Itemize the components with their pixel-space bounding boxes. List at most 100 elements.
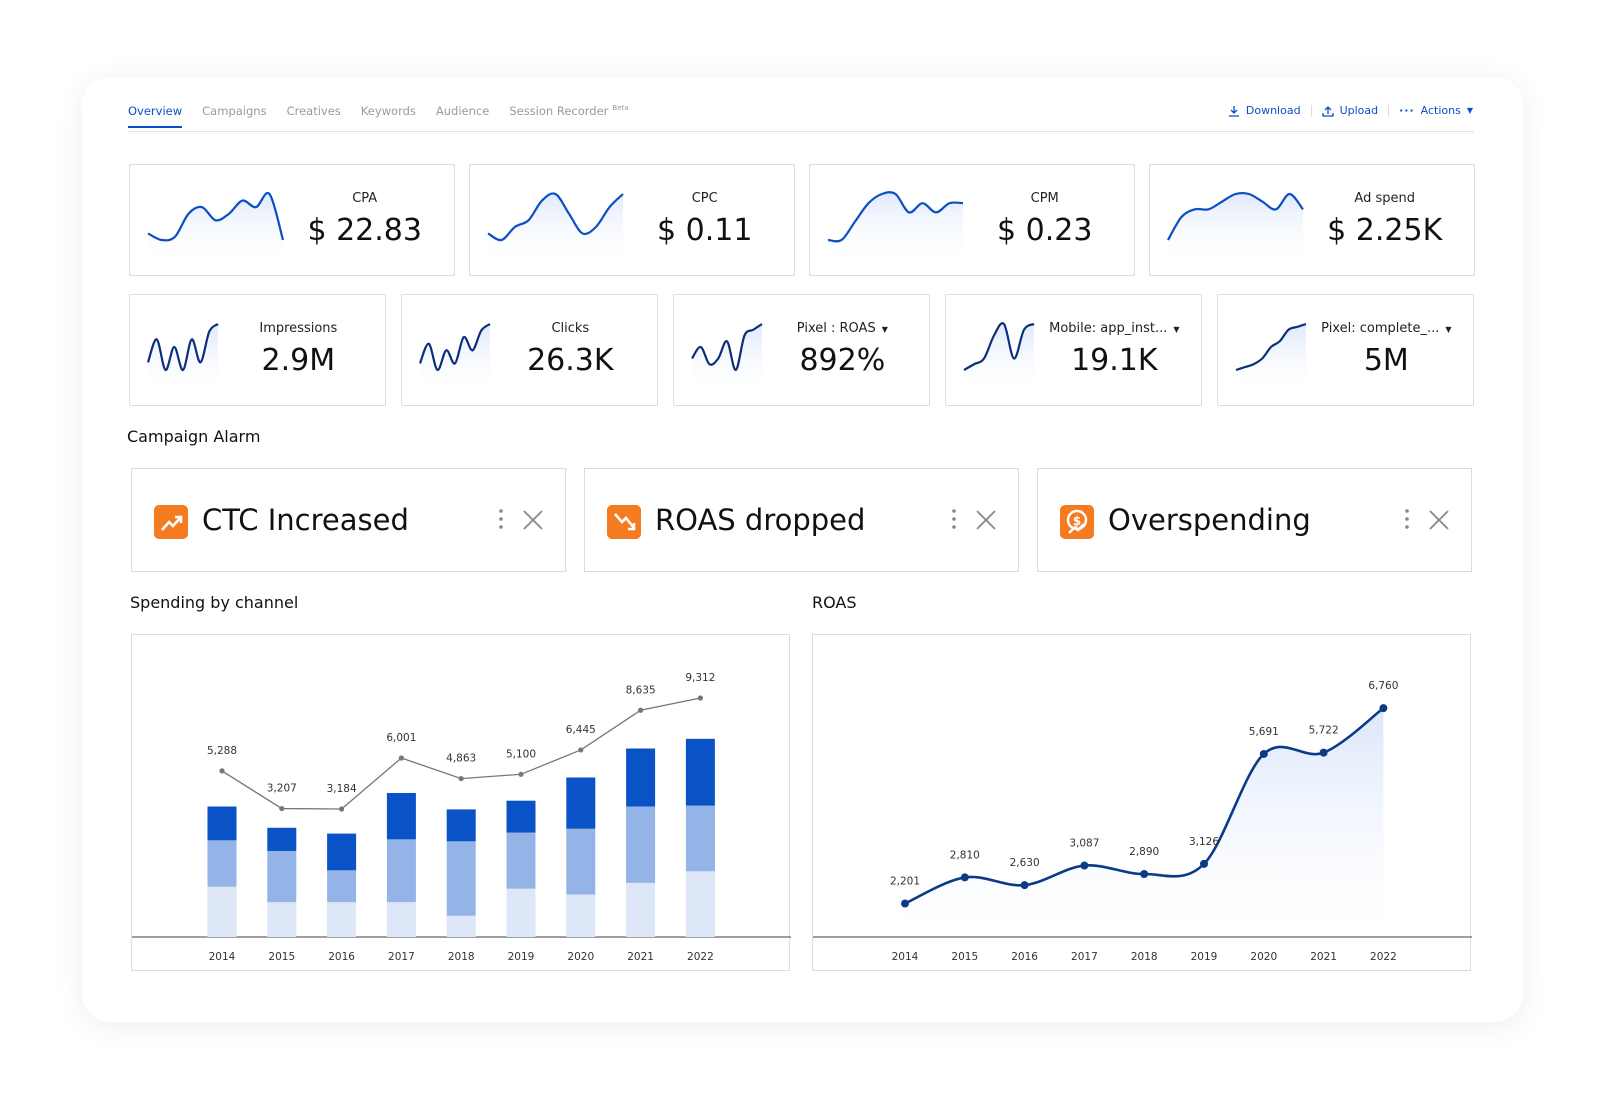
line-point xyxy=(697,695,704,701)
kpi-value: $ 22.83 xyxy=(307,213,422,248)
kpi-card[interactable]: Ad spend $ 2.25K xyxy=(1149,164,1475,276)
sparkline xyxy=(487,192,624,266)
sparkline-area xyxy=(828,192,963,266)
kpi-card[interactable]: Mobile: app_inst... ▼ 19.1K xyxy=(945,294,1202,406)
kpi-label: CPM xyxy=(980,191,1110,206)
tab-keywords[interactable]: Keywords xyxy=(360,104,416,118)
toolbar: Download Upload ··· Actions ▼ xyxy=(1228,104,1473,117)
data-label: 5,100 xyxy=(506,748,536,760)
alarm-label: Overspending xyxy=(1108,503,1311,537)
sparkline-line xyxy=(147,191,285,242)
upload-label: Upload xyxy=(1339,104,1379,117)
kpi-card[interactable]: CPC $ 0.11 xyxy=(469,164,795,276)
actions-menu-button[interactable]: ··· Actions ▼ xyxy=(1399,104,1473,117)
data-label: 2,810 xyxy=(950,849,980,861)
sparkline-area xyxy=(420,324,490,396)
caret-down-icon[interactable]: ▼ xyxy=(1445,325,1452,334)
sparkline-line xyxy=(487,192,624,242)
x-tick-label: 2016 xyxy=(1011,951,1038,963)
more-vertical-icon[interactable] xyxy=(499,509,503,529)
data-label: 3,126 xyxy=(1189,836,1219,848)
data-label: 5,691 xyxy=(1249,726,1279,738)
tab-creatives[interactable]: Creatives xyxy=(286,104,341,118)
kpi-card[interactable]: CPA $ 22.83 xyxy=(129,164,455,276)
tab-overview[interactable]: Overview xyxy=(128,104,183,128)
data-label: 4,863 xyxy=(446,753,476,765)
kpi-card[interactable]: Pixel : ROAS ▼ 892% xyxy=(673,294,930,406)
data-point xyxy=(1319,748,1328,757)
bar-segment xyxy=(327,902,357,937)
sparkline-area xyxy=(148,192,283,266)
kpi-card[interactable]: Impressions 2.9M xyxy=(129,294,386,406)
kpi-card[interactable]: CPM $ 0.23 xyxy=(809,164,1135,276)
sparkline-line xyxy=(418,323,491,372)
close-icon[interactable] xyxy=(1429,510,1449,530)
bar-segment xyxy=(626,882,656,937)
data-label: 5,288 xyxy=(207,745,237,757)
bar-segment xyxy=(267,850,297,903)
data-label: 3,087 xyxy=(1069,838,1099,850)
bar-segment xyxy=(207,840,237,887)
bar-segment xyxy=(685,738,715,806)
caret-down-icon[interactable]: ▼ xyxy=(1173,325,1180,334)
tab-session-recorder[interactable]: Session Recorder Beta xyxy=(509,104,628,128)
line-point xyxy=(279,805,285,812)
x-tick-label: 2015 xyxy=(268,951,295,963)
bar-segment xyxy=(566,777,596,829)
kpi-label-text: Clicks xyxy=(551,321,590,336)
data-label: 9,312 xyxy=(685,672,715,684)
kpi-label: Clicks xyxy=(500,321,641,336)
caret-down-icon: ▼ xyxy=(1466,106,1473,115)
alarm-label: CTC Increased xyxy=(202,503,409,537)
download-label: Download xyxy=(1245,104,1301,117)
sparkline-area xyxy=(1168,193,1303,266)
data-point xyxy=(1140,870,1149,878)
x-tick-label: 2015 xyxy=(951,951,978,963)
bar-segment xyxy=(566,828,596,895)
alarm-card[interactable]: CTC Increased xyxy=(131,468,566,572)
beta-badge: Beta xyxy=(612,104,629,113)
sparkline xyxy=(963,322,1035,396)
tab-campaigns[interactable]: Campaigns xyxy=(202,104,267,118)
bar-segment xyxy=(446,809,476,842)
divider xyxy=(1310,104,1312,117)
kpi-value: 2.9M xyxy=(261,343,336,378)
bar-segment xyxy=(267,902,297,937)
trend-down-icon xyxy=(607,505,641,539)
kpi-value: 26.3K xyxy=(527,343,614,378)
sparkline-line xyxy=(146,323,219,372)
caret-down-icon[interactable]: ▼ xyxy=(881,325,888,334)
alarm-card[interactable]: $ Overspending xyxy=(1037,468,1472,572)
data-label: 3,184 xyxy=(327,783,357,795)
sparkline-line xyxy=(1235,322,1307,372)
download-icon xyxy=(1228,105,1239,117)
data-label: 2,630 xyxy=(1010,857,1040,869)
data-point xyxy=(960,873,969,882)
kpi-label: Ad spend xyxy=(1320,191,1450,206)
tab-audience[interactable]: Audience xyxy=(435,104,490,118)
kpi-label[interactable]: Pixel: complete_... ▼ xyxy=(1316,321,1457,336)
campaign-alarm-title: Campaign Alarm xyxy=(127,427,261,446)
kpi-value: 19.1K xyxy=(1071,343,1158,378)
kpi-card[interactable]: Pixel: complete_... ▼ 5M xyxy=(1217,294,1474,406)
bar-segment xyxy=(446,915,476,937)
kpi-label[interactable]: Pixel : ROAS ▼ xyxy=(772,321,913,336)
bar-segment xyxy=(327,870,357,903)
close-icon[interactable] xyxy=(523,510,543,530)
data-label: 3,207 xyxy=(267,783,297,795)
kpi-label[interactable]: Mobile: app_inst... ▼ xyxy=(1044,321,1185,336)
download-button[interactable]: Download xyxy=(1228,104,1301,117)
kpi-label: Impressions xyxy=(228,321,369,336)
kpi-card[interactable]: Clicks 26.3K xyxy=(401,294,658,406)
more-vertical-icon[interactable] xyxy=(952,509,956,529)
alarm-card[interactable]: ROAS dropped xyxy=(584,468,1019,572)
more-vertical-icon[interactable] xyxy=(1405,509,1409,529)
close-icon[interactable] xyxy=(976,510,996,530)
x-tick-label: 2017 xyxy=(388,951,415,963)
sparkline xyxy=(827,191,964,266)
bar-segment xyxy=(386,902,416,937)
upload-button[interactable]: Upload xyxy=(1321,104,1379,117)
roas-area xyxy=(905,708,1384,937)
x-tick-label: 2021 xyxy=(627,951,654,963)
sparkline xyxy=(691,323,763,396)
